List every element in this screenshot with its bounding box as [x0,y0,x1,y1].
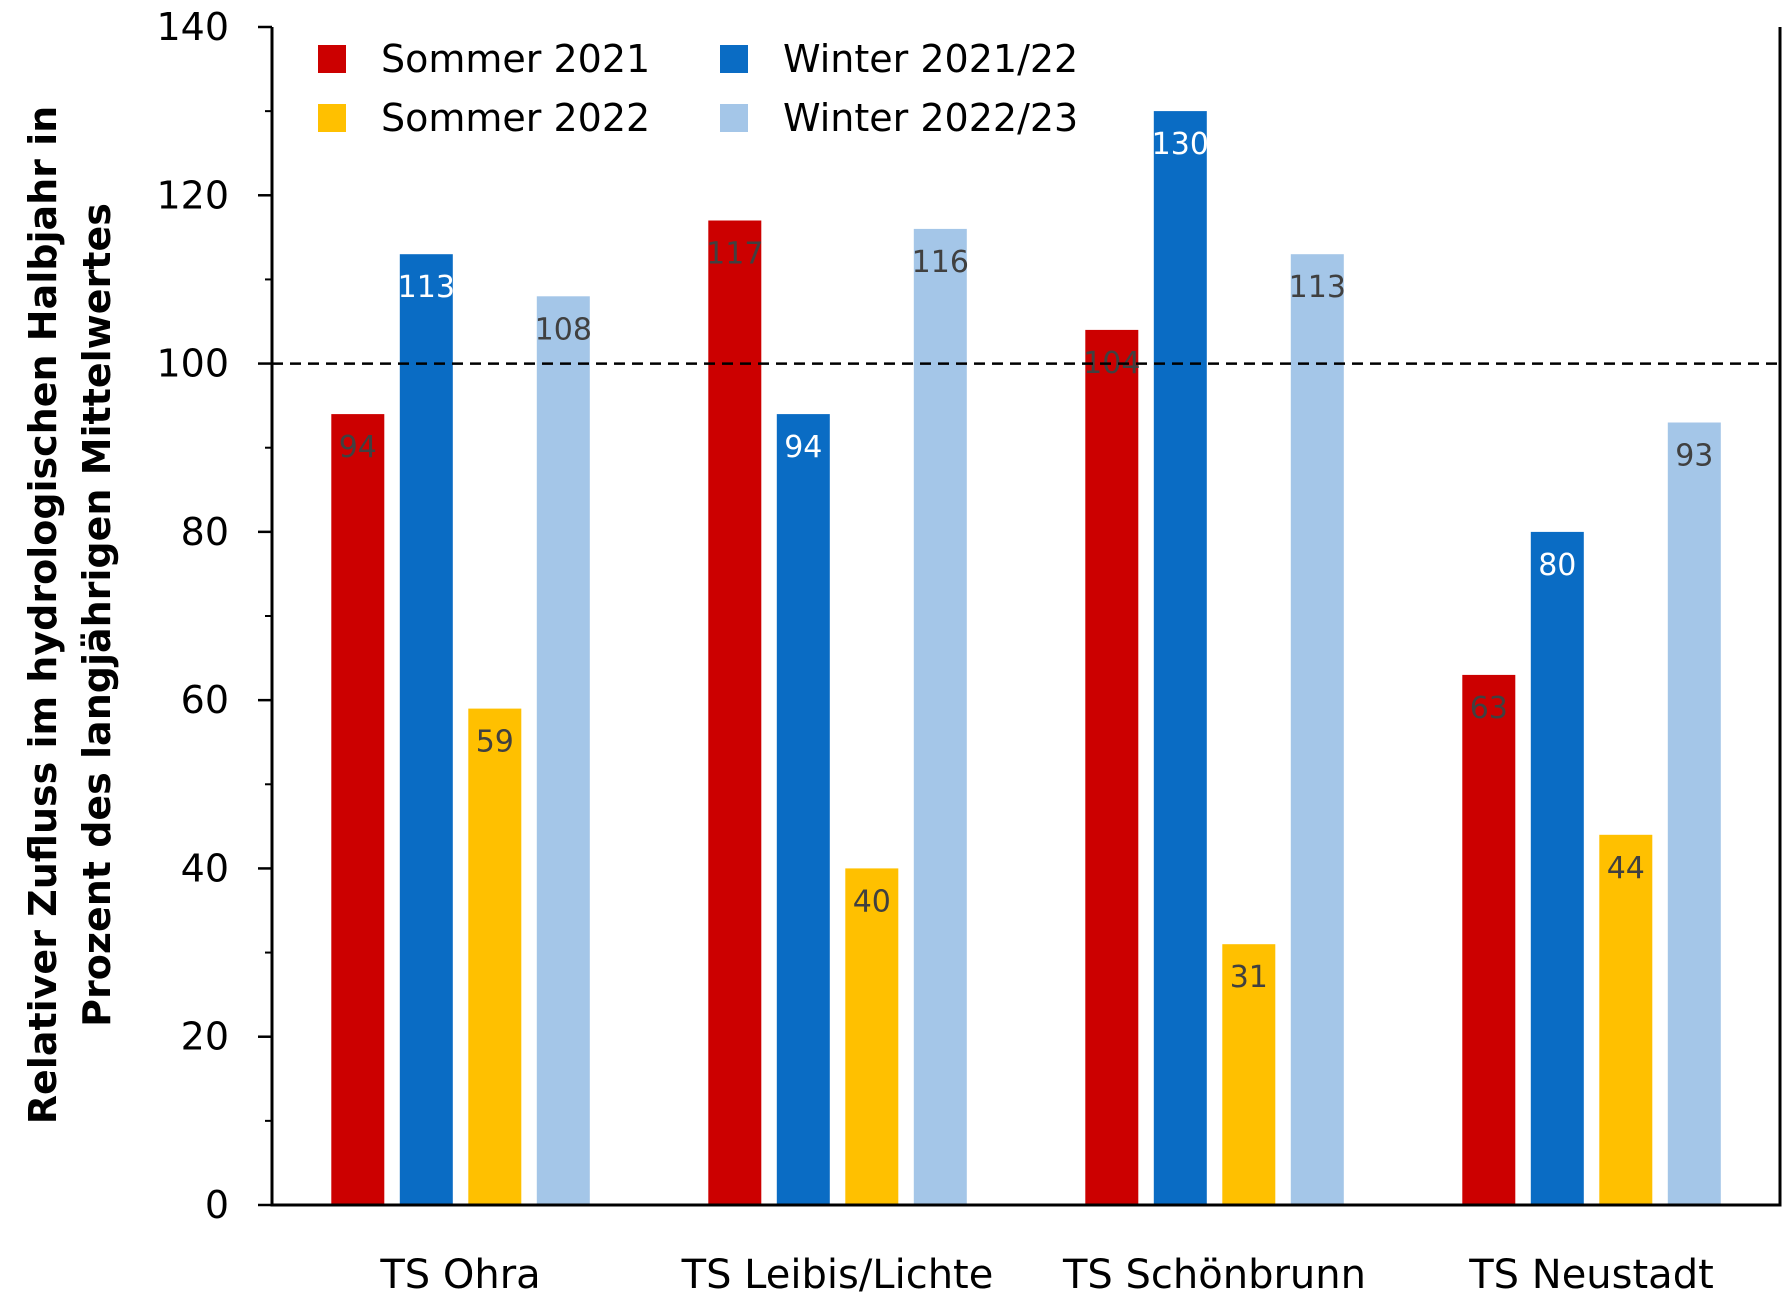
bar-ts-ohra-series-1 [331,414,385,1206]
y-axis-title-line-2: Prozent des langjährigen Mittelwertes [75,203,119,1027]
bars-layer [331,111,1721,1206]
bar-ts-neustadt-series-1 [1462,674,1516,1205]
data-label-ts-ohra-series-2: 113 [398,270,455,305]
data-label-ts-neustadt-series-4: 93 [1675,439,1713,474]
data-label-ts-leibis-lichte-series-1: 117 [706,237,763,272]
bar-ts-ohra-series-3 [468,708,522,1205]
legend: Sommer 2021 Winter 2021/22 Sommer 2022 Wint… [318,37,1078,140]
x-category-label: TS Schönbrunn [1062,1252,1366,1298]
bar-ts-sch-nbrunn-series-2 [1153,111,1207,1206]
data-label-ts-neustadt-series-3: 44 [1607,851,1645,886]
legend-swatch-1 [318,45,346,73]
data-label-ts-sch-nbrunn-series-3: 31 [1230,960,1268,995]
y-tick-label: 0 [205,1183,229,1227]
bar-ts-leibis-lichte-series-2 [776,414,830,1206]
y-tick-label: 140 [156,5,229,49]
x-category-label: TS Ohra [379,1252,540,1298]
data-label-ts-neustadt-series-2: 80 [1538,548,1576,583]
bar-ts-ohra-series-2 [399,254,453,1205]
y-axis-title-line-1: Relativer Zufluss im hydrologischen Halb… [21,106,65,1124]
x-category-label: TS Leibis/Lichte [681,1252,994,1298]
legend-label-1: Sommer 2021 [381,37,650,81]
legend-swatch-4 [720,104,748,132]
legend-swatch-3 [318,104,346,132]
data-label-ts-sch-nbrunn-series-4: 113 [1289,270,1346,305]
data-label-ts-ohra-series-3: 59 [476,725,514,760]
legend-label-3: Sommer 2022 [381,96,650,140]
data-label-ts-sch-nbrunn-series-2: 130 [1152,127,1209,162]
data-label-ts-ohra-series-4: 108 [535,312,592,347]
bar-ts-neustadt-series-3 [1599,834,1653,1205]
data-label-ts-leibis-lichte-series-2: 94 [784,430,822,465]
data-label-ts-leibis-lichte-series-3: 40 [853,884,891,919]
legend-swatch-2 [720,45,748,73]
bar-ts-neustadt-series-2 [1530,531,1584,1205]
y-tick-label: 80 [181,510,229,554]
y-tick-label: 20 [181,1015,229,1059]
bar-ts-leibis-lichte-series-3 [845,868,899,1205]
bar-ts-sch-nbrunn-series-4 [1290,254,1344,1205]
data-label-ts-leibis-lichte-series-4: 116 [912,245,969,280]
data-label-ts-ohra-series-1: 94 [339,430,377,465]
bar-ts-sch-nbrunn-series-1 [1085,329,1139,1205]
bar-ts-neustadt-series-4 [1667,422,1721,1205]
y-tick-label: 120 [156,173,229,217]
y-tick-label: 100 [156,342,229,386]
x-category-label: TS Neustadt [1468,1252,1714,1298]
bar-ts-sch-nbrunn-series-3 [1222,944,1276,1205]
legend-label-4: Winter 2022/23 [783,96,1078,140]
bar-ts-ohra-series-4 [536,296,590,1205]
y-tick-label: 60 [181,678,229,722]
legend-label-2: Winter 2021/22 [783,37,1078,81]
bar-ts-leibis-lichte-series-1 [708,220,762,1205]
y-tick-label: 40 [181,846,229,890]
axes-layer: 0 20 40 60 80 100 120 140 TS Ohra TS Leibis/Licht… [156,5,1782,1298]
data-label-ts-neustadt-series-1: 63 [1470,691,1508,726]
y-axis-title: Relativer Zufluss im hydrologischen Halb… [21,106,119,1124]
bar-ts-leibis-lichte-series-4 [913,228,967,1205]
